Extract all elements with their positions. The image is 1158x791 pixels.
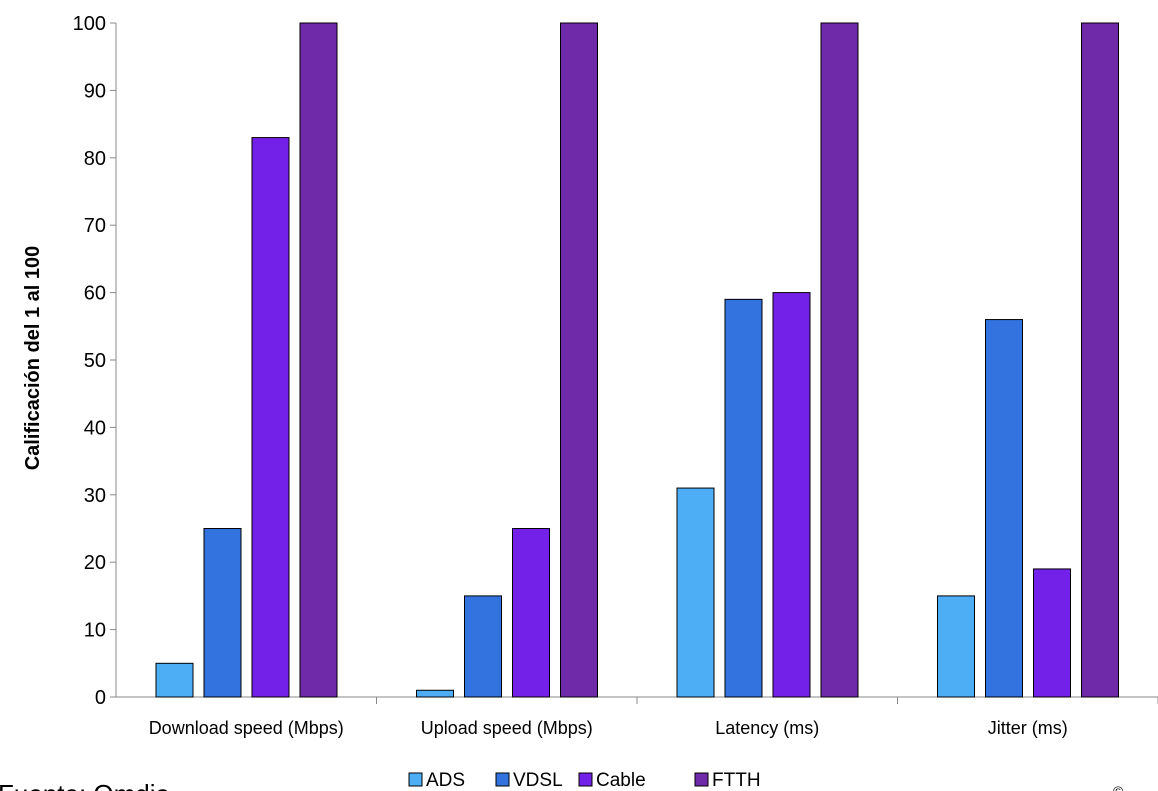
y-tick-label: 20: [84, 552, 106, 574]
y-tick-label: 40: [84, 417, 106, 439]
legend-swatch-ads: [408, 772, 423, 787]
bar-ads-3: [676, 487, 715, 698]
copyright-mark: ©: [1113, 783, 1124, 791]
y-tick-label: 90: [84, 80, 106, 102]
legend-swatch-vdsl: [495, 772, 510, 787]
y-tick-label: 80: [84, 148, 106, 170]
source-note: Fuente: Omdia: [0, 779, 171, 791]
y-tick-label: 60: [84, 283, 106, 305]
bar-cable-2: [512, 528, 550, 698]
bar-ftth-1: [299, 22, 338, 698]
y-tick-label: 100: [73, 13, 106, 35]
category-label: Latency (ms): [715, 718, 819, 738]
bar-cable-1: [251, 137, 290, 698]
bar-ftth-4: [1081, 22, 1119, 698]
y-axis-label: Calificación del 1 al 100: [22, 246, 44, 471]
bar-ads-2: [416, 689, 454, 698]
legend: ADS VDSL Cable FTTH: [408, 770, 761, 791]
y-tick-label: 0: [95, 687, 106, 709]
bar-vdsl-3: [724, 298, 763, 698]
legend-label-vdsl: VDSL: [513, 770, 563, 791]
y-tick-label: 30: [84, 485, 106, 507]
legend-swatch-cable: [578, 772, 593, 787]
chart-axes: 0 10 20 30 40 50 60 70 80 90 100: [73, 13, 1158, 709]
bar-ads-1: [155, 662, 194, 698]
bar-cable-4: [1033, 568, 1071, 698]
bar-vdsl-2: [464, 595, 502, 698]
bar-cable-3: [772, 292, 811, 698]
bar-ftth-3: [820, 22, 859, 698]
legend-label-ads: ADS: [426, 770, 465, 791]
bar-vdsl-1: [203, 528, 242, 698]
legend-label-cable: Cable: [596, 770, 646, 791]
category-label: Upload speed (Mbps): [421, 718, 593, 738]
category-labels: Download speed (Mbps) Upload speed (Mbps)…: [149, 718, 1068, 738]
bar-ftth-2: [560, 22, 598, 698]
category-label: Download speed (Mbps): [149, 718, 344, 738]
bar-vdsl-4: [985, 319, 1023, 698]
chart-bars: [155, 22, 1119, 698]
y-tick-label: 50: [84, 350, 106, 372]
legend-swatch-ftth: [694, 772, 709, 787]
y-tick-label: 10: [84, 620, 106, 642]
legend-label-ftth: FTTH: [712, 770, 761, 791]
y-tick-label: 70: [84, 215, 106, 237]
category-label: Jitter (ms): [988, 718, 1068, 738]
bar-ads-4: [937, 595, 975, 698]
